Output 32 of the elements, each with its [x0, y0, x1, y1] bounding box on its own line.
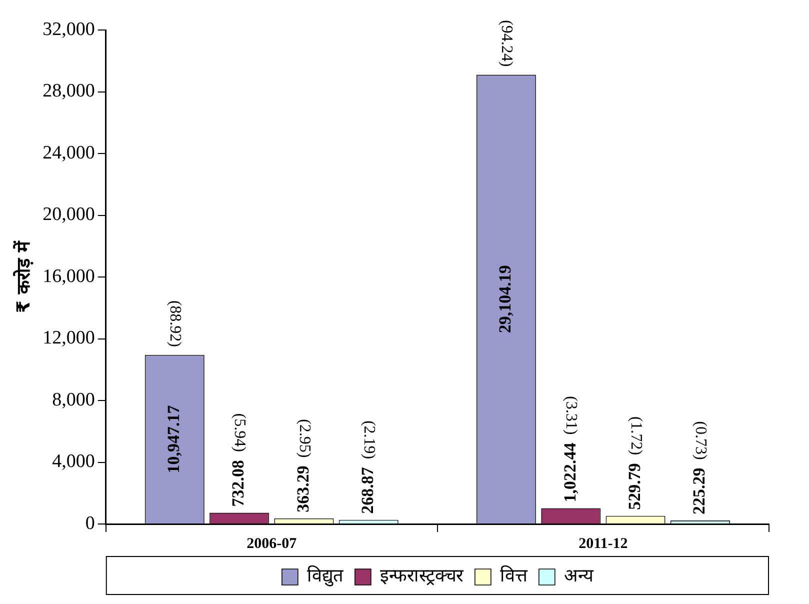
data-label: 225.29: [690, 468, 709, 515]
data-label: 268.87: [358, 466, 378, 514]
annotation: (0.73): [692, 421, 709, 460]
y-tick-label: 24,000: [42, 142, 95, 164]
y-tick-label: 8,000: [52, 389, 95, 410]
data-label: 363.29: [293, 466, 312, 512]
legend-label: इन्फरास्ट्रक्चर: [380, 566, 464, 586]
data-label: 732.08: [228, 460, 248, 507]
data-label: 1,022.44: [560, 442, 580, 502]
y-tick-label: 4,000: [52, 451, 95, 472]
annotation: (1.72): [627, 416, 644, 456]
legend-label: विद्युत: [306, 564, 344, 587]
y-axis-title: ₹ करोड़ में: [12, 240, 34, 314]
y-tick-label: 12,000: [42, 328, 95, 349]
y-tick-label: 32,000: [42, 18, 95, 40]
data-label: 29,104.19: [496, 265, 515, 334]
x-tick-label: 2006-07: [246, 536, 298, 552]
y-tick-label: 28,000: [42, 80, 95, 102]
legend-label: वित्त: [500, 564, 528, 586]
annotation: (88.92): [166, 300, 184, 348]
annotation: (2.19): [360, 420, 378, 460]
y-tick-label: 0: [85, 512, 95, 534]
annotation: (5.94): [231, 413, 248, 452]
annotation: (94.24): [498, 20, 516, 67]
annotation: (3.31): [562, 396, 580, 435]
x-tick-label: 2011-12: [578, 536, 628, 552]
data-label: 10,947.17: [164, 404, 184, 474]
y-tick-label: 16,000: [42, 266, 95, 287]
data-label: 529.79: [624, 463, 644, 510]
annotation: (2.95): [296, 418, 313, 458]
y-tick-label: 20,000: [42, 204, 95, 226]
legend-label: अन्य: [564, 566, 594, 586]
